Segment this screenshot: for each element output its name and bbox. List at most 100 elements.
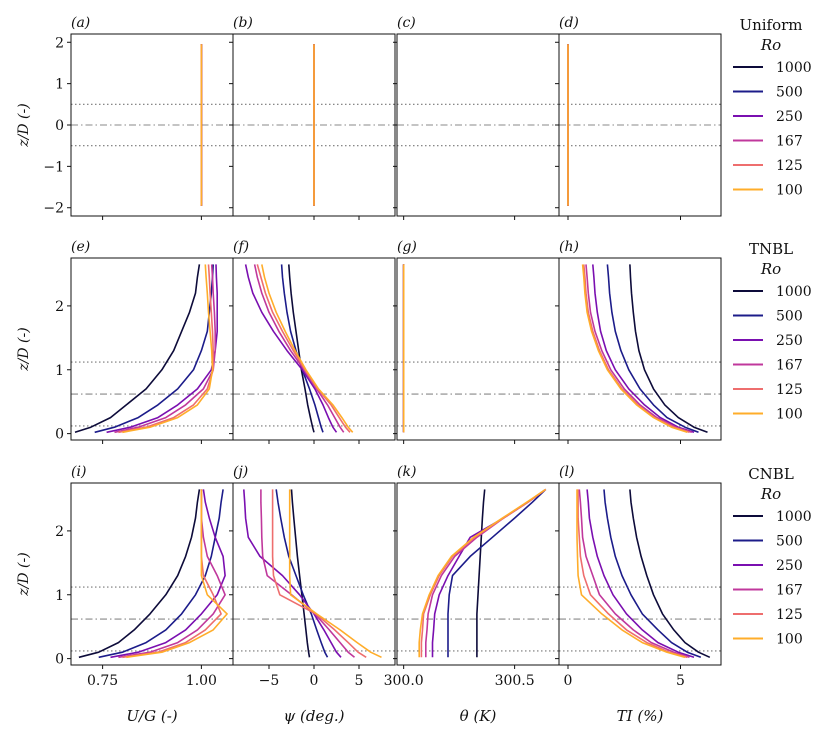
y-tick-label: 1 bbox=[55, 77, 64, 93]
series-line-1000 bbox=[629, 489, 711, 659]
series-line-250 bbox=[431, 488, 547, 658]
series-line-125 bbox=[583, 264, 690, 434]
panel-letter: (g) bbox=[397, 239, 417, 255]
panel-a bbox=[67, 33, 234, 220]
x-axis-label: TI (%) bbox=[617, 707, 664, 725]
series-line-125 bbox=[271, 489, 367, 658]
panel-letter: (k) bbox=[397, 464, 416, 480]
legend-label: 1000 bbox=[776, 60, 812, 76]
legend-label: 500 bbox=[776, 534, 803, 550]
panel-j bbox=[229, 482, 396, 669]
legend-label: 167 bbox=[776, 583, 803, 599]
panel-k bbox=[393, 482, 560, 669]
x-tick-label: 5 bbox=[676, 673, 685, 689]
series-line-167 bbox=[578, 489, 690, 659]
legend-title: Uniform bbox=[739, 16, 802, 34]
legend-label: 125 bbox=[776, 382, 803, 398]
panel-frame bbox=[558, 257, 722, 441]
panel-e bbox=[67, 257, 234, 444]
legend-label: 250 bbox=[776, 333, 803, 349]
x-tick-label: 0 bbox=[310, 673, 319, 689]
panel-frame bbox=[232, 482, 396, 666]
panel-letter: (l) bbox=[559, 464, 574, 480]
panel-frame bbox=[396, 257, 560, 441]
series-line-100 bbox=[126, 489, 228, 659]
legend-label: 500 bbox=[776, 309, 803, 325]
series-line-100 bbox=[418, 488, 547, 658]
legend-label: 250 bbox=[776, 109, 803, 125]
x-tick-label: 300.0 bbox=[384, 673, 424, 689]
y-axis-label: z/D (-) bbox=[16, 552, 32, 596]
x-axis-label: U/G (-) bbox=[126, 707, 177, 725]
panel-letter: (a) bbox=[71, 15, 90, 31]
y-tick-label: 0 bbox=[55, 118, 64, 134]
x-tick-label: 5 bbox=[355, 673, 364, 689]
y-tick-label: 2 bbox=[55, 524, 64, 540]
panel-h bbox=[555, 257, 722, 444]
y-tick-label: −1 bbox=[43, 159, 64, 175]
series-line-500 bbox=[603, 489, 702, 659]
series-line-167 bbox=[253, 264, 345, 433]
legend-title: TNBL bbox=[749, 240, 793, 258]
panel-d bbox=[555, 33, 722, 220]
series-line-1000 bbox=[629, 264, 708, 434]
series-line-250 bbox=[586, 489, 695, 659]
panel-c bbox=[393, 33, 560, 220]
legend-label: 125 bbox=[776, 607, 803, 623]
x-tick-label: 0.75 bbox=[87, 673, 118, 689]
x-axis-label: ψ (deg.) bbox=[283, 707, 344, 725]
panel-frame bbox=[558, 33, 722, 217]
legend-label: 125 bbox=[776, 158, 803, 174]
panel-i bbox=[67, 482, 234, 669]
legend-subtitle: Ro bbox=[760, 485, 781, 503]
panel-l bbox=[555, 482, 722, 669]
y-tick-label: 2 bbox=[55, 35, 64, 51]
legend-label: 100 bbox=[776, 183, 803, 199]
panel-frame bbox=[70, 482, 234, 666]
series-line-100 bbox=[288, 489, 382, 659]
x-axis-label: θ (K) bbox=[460, 707, 497, 725]
panel-frame bbox=[70, 33, 234, 217]
y-tick-label: 2 bbox=[55, 299, 64, 315]
y-tick-label: 0 bbox=[55, 652, 64, 668]
series-line-100 bbox=[122, 264, 214, 434]
panel-letter: (f) bbox=[233, 239, 249, 255]
x-tick-label: 0 bbox=[564, 673, 573, 689]
panel-letter: (h) bbox=[559, 239, 579, 255]
legend-label: 1000 bbox=[776, 284, 812, 300]
series-line-125 bbox=[256, 264, 351, 433]
series-line-500 bbox=[606, 264, 699, 434]
series-line-125 bbox=[577, 489, 688, 659]
y-tick-label: 1 bbox=[55, 588, 64, 604]
y-tick-label: 1 bbox=[55, 363, 64, 379]
series-line-167 bbox=[585, 264, 693, 434]
panel-letter: (i) bbox=[71, 464, 86, 480]
legend-label: 167 bbox=[776, 134, 803, 150]
legend-label: 250 bbox=[776, 558, 803, 574]
panel-frame bbox=[396, 33, 560, 217]
y-tick-label: 0 bbox=[55, 427, 64, 443]
panel-letter: (e) bbox=[71, 239, 90, 255]
panel-f bbox=[229, 257, 396, 444]
series-line-500 bbox=[98, 489, 224, 659]
panel-letter: (j) bbox=[233, 464, 248, 480]
panel-letter: (c) bbox=[397, 15, 416, 31]
legend-label: 167 bbox=[776, 358, 803, 374]
series-line-500 bbox=[447, 488, 547, 658]
panel-letter: (d) bbox=[559, 15, 579, 31]
x-tick-label: 1.00 bbox=[186, 673, 217, 689]
panel-b bbox=[229, 33, 396, 220]
series-line-500 bbox=[280, 264, 324, 433]
legend-label: 100 bbox=[776, 632, 803, 648]
series-line-500 bbox=[94, 264, 214, 434]
x-tick-label: −5 bbox=[259, 673, 280, 689]
series-line-250 bbox=[243, 489, 342, 658]
series-line-100 bbox=[576, 489, 686, 659]
series-line-250 bbox=[244, 264, 338, 433]
series-line-167 bbox=[424, 488, 547, 658]
legend-label: 100 bbox=[776, 407, 803, 423]
series-line-167 bbox=[260, 489, 356, 658]
legend-label: 500 bbox=[776, 85, 803, 101]
series-line-1000 bbox=[476, 489, 486, 658]
y-axis-label: z/D (-) bbox=[16, 103, 32, 147]
